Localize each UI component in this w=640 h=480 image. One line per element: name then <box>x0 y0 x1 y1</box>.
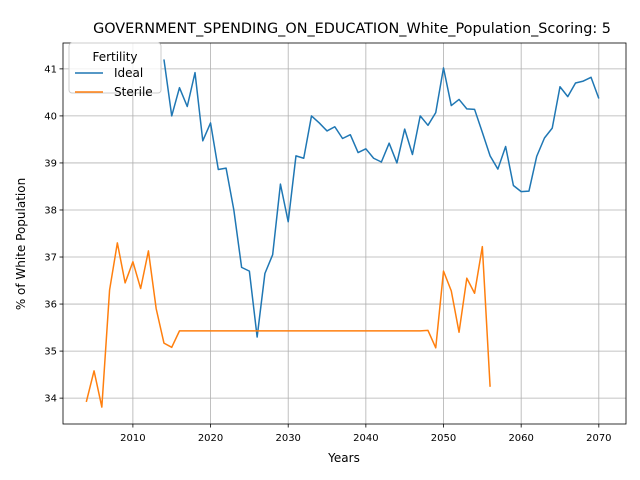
y-tick-label: 39 <box>44 159 57 170</box>
x-axis-ticks: 2010 2020 2030 2040 2050 2060 2070 <box>120 424 612 444</box>
y-tick-label: 37 <box>44 253 57 264</box>
grid <box>63 43 626 424</box>
series-line-ideal <box>163 59 600 338</box>
x-tick-label: 2030 <box>275 433 300 444</box>
y-axis-ticks: 34 35 36 37 38 39 40 41 <box>44 64 63 405</box>
x-tick-label: 2070 <box>586 433 611 444</box>
y-tick-label: 36 <box>44 300 57 311</box>
x-tick-label: 2020 <box>198 433 223 444</box>
y-axis-label: % of White Population <box>14 178 28 310</box>
y-tick-label: 40 <box>44 112 57 123</box>
x-tick-label: 2050 <box>431 433 456 444</box>
x-tick-label: 2060 <box>508 433 533 444</box>
chart-title: GOVERNMENT_SPENDING_ON_EDUCATION_White_P… <box>93 21 611 37</box>
y-tick-label: 35 <box>44 347 57 358</box>
legend-box <box>68 42 162 94</box>
y-tick-label: 41 <box>44 64 57 75</box>
y-tick-label: 34 <box>44 394 57 405</box>
y-tick-label: 38 <box>44 206 57 217</box>
x-tick-label: 2010 <box>120 433 145 444</box>
legend: Fertility Ideal Sterile <box>68 42 162 99</box>
legend-title: Fertility <box>92 50 137 64</box>
series-line-sterile <box>85 242 491 408</box>
x-tick-label: 2040 <box>353 433 378 444</box>
plot-frame <box>62 42 627 425</box>
legend-label-ideal: Ideal <box>114 66 143 80</box>
x-axis-label: Years <box>327 451 360 465</box>
legend-label-sterile: Sterile <box>114 85 153 99</box>
series-lines <box>85 59 600 408</box>
